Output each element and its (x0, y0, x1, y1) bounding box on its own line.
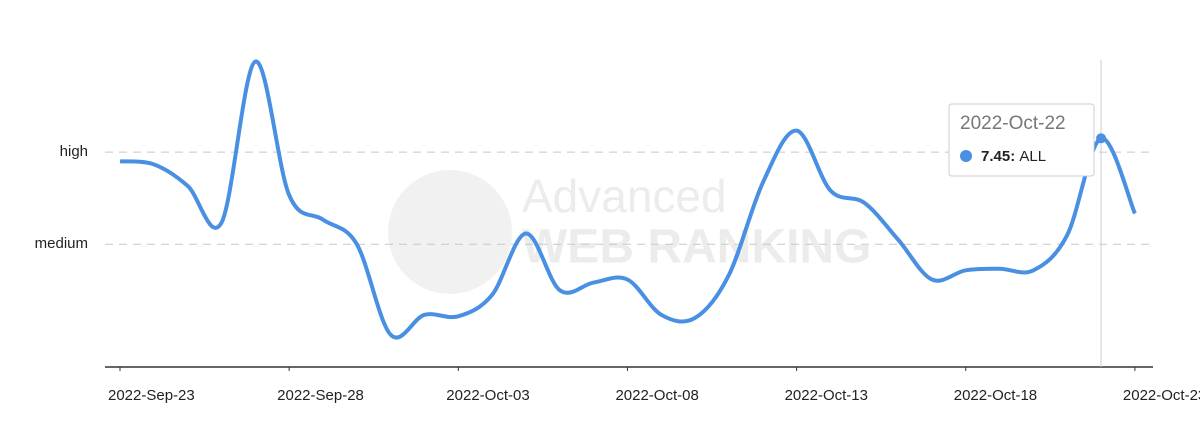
tooltip-value: 7.45: ALL (981, 148, 1046, 165)
tooltip-number: 7.45 (981, 148, 1010, 165)
watermark-text: WEB RANKING (522, 221, 871, 274)
hover-point (1096, 133, 1107, 144)
x-tick-label: 2022-Sep-28 (277, 387, 364, 404)
tooltip: 2022-Oct-22 7.45: ALL (948, 103, 1095, 177)
watermark-text: Advanced (522, 170, 727, 222)
x-tick-label: 2022-Oct-08 (615, 387, 698, 404)
y-tick-label: medium (35, 235, 88, 252)
watermark-globe (388, 170, 512, 294)
tooltip-colon: : (1010, 148, 1019, 165)
x-tick-label: 2022-Sep-23 (108, 387, 195, 404)
tooltip-series: ALL (1019, 148, 1046, 165)
tooltip-title: 2022-Oct-22 (960, 113, 1066, 134)
tooltip-box (948, 103, 1095, 177)
x-tick-label: 2022-Oct-23 (1123, 387, 1200, 404)
x-tick-label: 2022-Oct-03 (446, 387, 529, 404)
line (119, 59, 1137, 340)
tooltip-marker (960, 150, 972, 162)
y-tick-label: high (60, 143, 88, 160)
x-tick-label: 2022-Oct-13 (785, 387, 868, 404)
x-tick-label: 2022-Oct-18 (954, 387, 1037, 404)
